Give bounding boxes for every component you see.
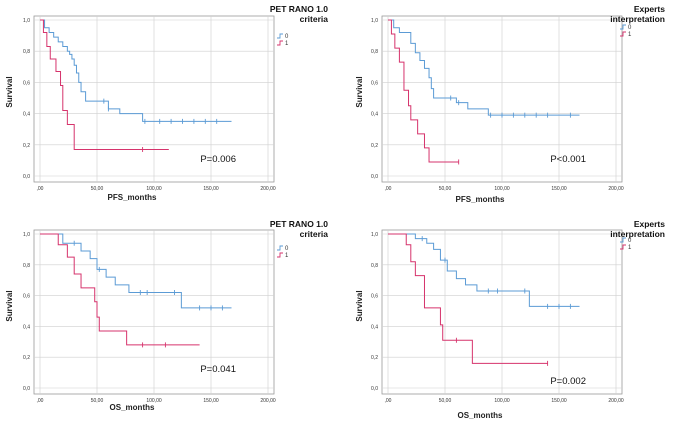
x-tick-label: 50,00 <box>439 398 452 404</box>
km-curve-series-1 <box>388 19 459 163</box>
x-tick-label: ,00 <box>385 398 392 404</box>
legend-swatch <box>277 252 283 258</box>
x-tick-label: 150,00 <box>203 398 219 404</box>
y-axis-label: Survival <box>355 76 364 107</box>
legend-label: 0 <box>285 246 289 252</box>
y-tick-label: 0,6 <box>371 80 378 86</box>
legend-label: 1 <box>285 253 289 259</box>
x-tick-label: 50,00 <box>91 398 104 404</box>
y-axis-label: Survival <box>5 290 14 321</box>
y-tick-label: 0,0 <box>23 386 30 392</box>
y-tick-label: 0,2 <box>371 143 378 149</box>
legend-label: 0 <box>285 34 289 40</box>
y-tick-label: 0,8 <box>371 263 378 269</box>
x-tick-label: 100,00 <box>494 398 510 404</box>
x-tick-label: 100,00 <box>146 398 162 404</box>
chart-title-line: Experts <box>634 219 665 229</box>
x-tick-label: 100,00 <box>494 186 510 192</box>
x-tick-label: 150,00 <box>203 186 219 192</box>
y-tick-label: 0,0 <box>371 174 378 180</box>
legend-swatch <box>277 245 283 251</box>
km-curve-series-1 <box>40 233 200 346</box>
x-tick-label: 200,00 <box>608 398 624 404</box>
km-curve-series-1 <box>388 233 548 364</box>
y-tick-label: 0,2 <box>371 355 378 361</box>
y-axis-label: Survival <box>355 290 364 321</box>
p-value-label: P=0.006 <box>200 154 236 165</box>
km-curve-series-0 <box>40 233 232 309</box>
x-tick-label: 200,00 <box>608 186 624 192</box>
chart-panel-3: ,00 50,00 100,00 150,00 200,00 0,0 0,2 0,4 0,6 0,… <box>5 219 328 412</box>
y-tick-label: 0,8 <box>371 49 378 55</box>
legend-swatch <box>620 24 626 30</box>
legend-label: 0 <box>628 25 632 31</box>
x-tick-label: 200,00 <box>260 398 276 404</box>
y-tick-label: 0,2 <box>23 143 30 149</box>
p-value-label: P=0.041 <box>200 364 236 375</box>
y-tick-label: 0,4 <box>23 324 30 330</box>
legend-swatch <box>277 40 283 46</box>
chart-title-line: interpretation <box>610 14 665 24</box>
chart-title-line: Experts <box>634 4 665 14</box>
x-axis-label: OS_months <box>458 411 503 420</box>
y-tick-label: 0,6 <box>23 294 30 300</box>
chart-title-line: criteria <box>300 14 329 24</box>
legend-swatch <box>620 244 626 250</box>
chart-title-line: criteria <box>300 229 329 239</box>
y-tick-label: 0,6 <box>23 80 30 86</box>
y-tick-label: 0,4 <box>371 112 378 118</box>
chart-panel-1: ,00 50,00 100,00 150,00 200,00 0,0 0,2 0,4 0,6 0,… <box>5 4 328 202</box>
y-tick-label: 0,2 <box>23 355 30 361</box>
km-curve-series-1 <box>40 19 169 150</box>
x-tick-label: ,00 <box>37 398 44 404</box>
legend-label: 1 <box>628 245 632 251</box>
y-tick-label: 0,4 <box>371 324 378 330</box>
legend-label: 1 <box>285 41 289 47</box>
y-axis-label: Survival <box>5 76 14 107</box>
p-value-label: P=0.002 <box>550 376 586 387</box>
x-tick-label: 100,00 <box>146 186 162 192</box>
y-tick-label: 0,0 <box>371 386 378 392</box>
x-tick-label: 150,00 <box>551 398 567 404</box>
km-curve-series-0 <box>388 233 580 307</box>
x-tick-label: 50,00 <box>91 186 104 192</box>
y-tick-label: 1,0 <box>23 18 30 24</box>
p-value-label: P<0.001 <box>550 154 586 165</box>
x-axis-label: PFS_months <box>108 193 157 202</box>
y-tick-label: 1,0 <box>371 18 378 24</box>
chart-title-line: PET RANO 1.0 <box>270 219 328 229</box>
y-tick-label: 1,0 <box>23 232 30 238</box>
x-tick-label: 200,00 <box>260 186 276 192</box>
chart-title-line: PET RANO 1.0 <box>270 4 328 14</box>
x-tick-label: ,00 <box>385 186 392 192</box>
legend-label: 1 <box>628 32 632 38</box>
x-tick-label: 50,00 <box>439 186 452 192</box>
km-curve-series-0 <box>40 19 232 122</box>
y-tick-label: 1,0 <box>371 232 378 238</box>
km-curve-series-0 <box>388 19 580 116</box>
legend-swatch <box>620 237 626 243</box>
legend-label: 0 <box>628 238 632 244</box>
y-tick-label: 0,0 <box>23 174 30 180</box>
x-tick-label: ,00 <box>37 186 44 192</box>
x-axis-label: PFS_months <box>456 195 505 204</box>
chart-title-line: interpretation <box>610 229 665 239</box>
legend-swatch <box>620 31 626 37</box>
chart-panel-4: ,00 50,00 100,00 150,00 200,00 0,0 0,2 0,4 0,6 0,… <box>355 219 665 420</box>
y-tick-label: 0,4 <box>23 112 30 118</box>
legend-swatch <box>277 33 283 39</box>
y-tick-label: 0,8 <box>23 49 30 55</box>
x-tick-label: 150,00 <box>551 186 567 192</box>
y-tick-label: 0,6 <box>371 294 378 300</box>
x-axis-label: OS_months <box>110 403 155 412</box>
chart-panel-2: ,00 50,00 100,00 150,00 200,00 0,0 0,2 0,4 0,6 0,… <box>355 4 665 204</box>
y-tick-label: 0,8 <box>23 263 30 269</box>
